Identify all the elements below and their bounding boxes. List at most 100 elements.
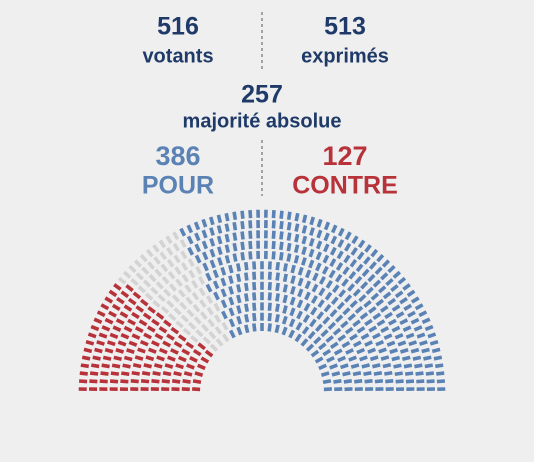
empty-seat [160, 263, 169, 273]
pour-seat [303, 302, 311, 312]
pour-seat [373, 371, 383, 376]
pour-seat [323, 243, 330, 253]
pour-seat [343, 254, 351, 264]
pour-seat [271, 251, 276, 260]
pour-seat [305, 269, 312, 279]
pour-seat [310, 295, 318, 304]
contre-seat [113, 283, 122, 291]
empty-seat [163, 288, 172, 297]
pour-seat [367, 273, 376, 283]
pour-seat [427, 332, 437, 339]
pour-seat [374, 379, 384, 384]
pour-seat [374, 266, 383, 275]
contre-label: CONTRE [292, 172, 398, 200]
pour-seat [217, 257, 223, 266]
empty-seat [166, 247, 174, 256]
pour-seat [236, 305, 242, 314]
pour-seat [205, 283, 213, 293]
pour-seat [388, 318, 397, 326]
pour-seat [274, 324, 280, 334]
pour-seat [294, 333, 302, 343]
pour-seat [350, 363, 360, 369]
pour-seat [316, 229, 323, 239]
empty-seat [145, 248, 154, 258]
contre-seat [102, 355, 112, 361]
pour-seat [279, 220, 284, 230]
pour-seat [399, 347, 409, 354]
contre-seat [125, 284, 134, 292]
pour-seat [282, 294, 288, 304]
pour-seat [371, 363, 381, 369]
contre-seat [109, 332, 119, 340]
majorite-label: majorité absolue [183, 110, 342, 132]
pour-seat [329, 258, 337, 267]
pour-seat [248, 209, 253, 219]
contre-seat [135, 305, 145, 313]
contre-seat [121, 371, 130, 377]
pour-seat [279, 241, 284, 251]
pour-seat [228, 329, 236, 339]
pour-seat [209, 259, 216, 269]
pour-seat [320, 371, 330, 377]
empty-seat [142, 279, 152, 288]
pour-seat [221, 310, 228, 320]
pour-seat [356, 251, 365, 261]
pour-seat [267, 312, 272, 322]
pour-seat [232, 253, 238, 262]
pour-seat [387, 297, 397, 306]
pour-seat [434, 363, 444, 369]
contre-seat [123, 355, 133, 362]
pour-seat [295, 321, 303, 331]
pour-seat [426, 379, 435, 384]
pour-seat [240, 220, 245, 230]
empty-seat [130, 278, 139, 287]
contre-seat [204, 349, 214, 358]
pour-seat [228, 318, 236, 328]
contre-seat [108, 289, 118, 298]
pour-seat [315, 262, 322, 272]
pour-seat [240, 231, 245, 240]
pour-seat [332, 327, 342, 336]
contre-seat [113, 355, 123, 362]
pour-seat [244, 303, 250, 313]
empty-seat [154, 268, 163, 278]
pour-seat [301, 235, 308, 245]
pour-seat [308, 259, 315, 269]
pour-seat [186, 224, 194, 234]
pour-seat [220, 266, 227, 276]
pour-seat [248, 230, 253, 239]
pour-seat [365, 286, 374, 295]
empty-seat [137, 285, 147, 294]
empty-seat [177, 289, 186, 298]
contre-seat [116, 297, 125, 305]
pour-seat [232, 211, 238, 221]
empty-seat [139, 254, 148, 263]
pour-seat [429, 339, 439, 346]
pour-seat [314, 323, 323, 332]
pour-seat [244, 282, 249, 292]
pour-seat [433, 355, 443, 361]
contre-seat [137, 347, 146, 354]
pour-seat [395, 379, 404, 384]
empty-seat [214, 326, 223, 335]
pour-seat [384, 311, 393, 320]
contre-seat [132, 363, 142, 369]
empty-seat [199, 299, 207, 308]
contre-seat [80, 363, 90, 369]
pour-seat [271, 230, 276, 239]
pour-seat [286, 211, 292, 221]
pour-seat [232, 221, 238, 231]
pour-seat [349, 333, 358, 341]
contre-seat [115, 347, 125, 354]
pour-seat [290, 285, 296, 295]
pour-seat [354, 275, 363, 285]
pour-seat [282, 305, 288, 314]
empty-seat [168, 313, 177, 322]
pour-seat [224, 223, 230, 232]
pour-seat [318, 276, 326, 285]
pour-seat [399, 318, 409, 326]
contre-seat [155, 312, 165, 320]
pour-seat [318, 363, 327, 371]
pour-seat [421, 347, 430, 354]
pour-seat [317, 299, 325, 308]
